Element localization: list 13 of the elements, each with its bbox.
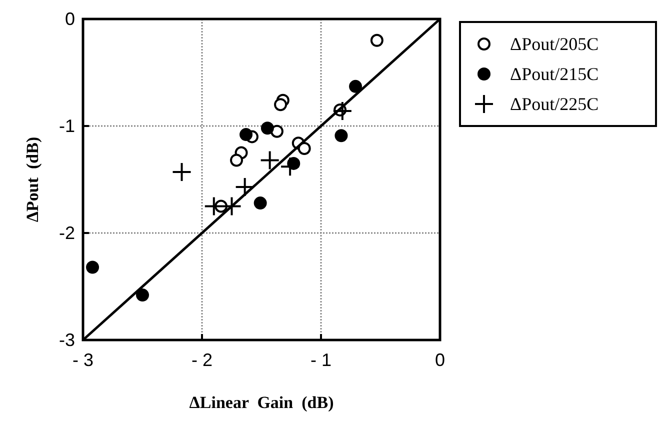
legend-label: ΔPout/225C <box>510 94 599 114</box>
y-axis-title: ΔPout (dB) <box>23 136 42 222</box>
x-tick-label: 0 <box>434 350 446 370</box>
y-tick-label: 0 <box>64 9 75 29</box>
y-tick-label: -3 <box>58 330 75 350</box>
x-tick-label: - 3 <box>72 350 94 370</box>
x-tick-label: - 2 <box>191 350 213 370</box>
x-axis-title: ΔLinear Gain (dB) <box>189 393 334 412</box>
x-tick-label: - 1 <box>310 350 332 370</box>
y-tick-label: -1 <box>58 116 75 136</box>
legend-label: ΔPout/215C <box>510 64 599 84</box>
legend-label: ΔPout/205C <box>510 34 599 54</box>
y-tick-label: -2 <box>58 223 75 243</box>
